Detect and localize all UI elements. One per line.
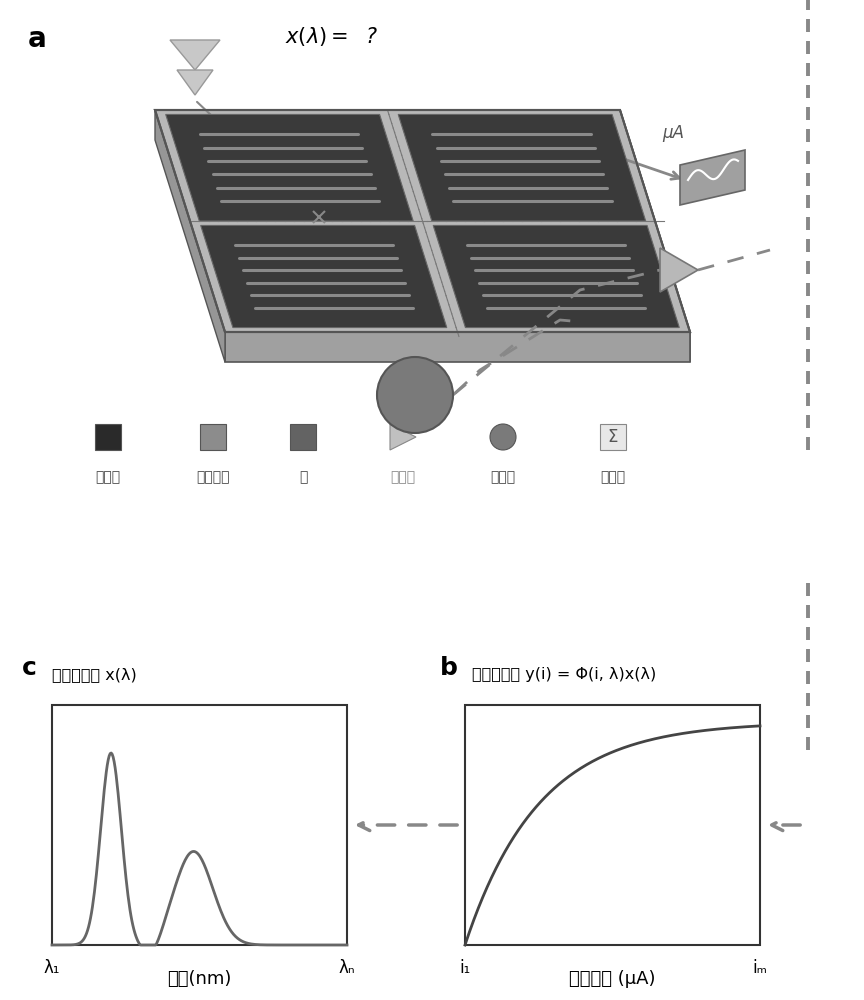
FancyBboxPatch shape: [95, 424, 121, 450]
FancyBboxPatch shape: [290, 424, 316, 450]
Text: 波长(nm): 波长(nm): [168, 970, 232, 988]
Polygon shape: [166, 114, 413, 221]
FancyBboxPatch shape: [200, 424, 226, 450]
FancyBboxPatch shape: [600, 424, 626, 450]
Text: b: b: [440, 656, 458, 680]
Polygon shape: [390, 424, 416, 450]
Text: 重构的光谱 x(λ): 重构的光谱 x(λ): [52, 667, 137, 682]
Text: Σ: Σ: [607, 428, 619, 446]
Text: a: a: [28, 25, 47, 53]
Bar: [52, 705, 347, 945]
Polygon shape: [155, 110, 225, 362]
Text: 测量计数率 y(i) = Φ(i, λ)x(λ): 测量计数率 y(i) = Φ(i, λ)x(λ): [472, 667, 657, 682]
Bar: [465, 705, 760, 945]
Polygon shape: [660, 248, 698, 292]
Circle shape: [490, 424, 516, 450]
Text: 电流源: 电流源: [491, 470, 516, 484]
Polygon shape: [200, 225, 447, 328]
Polygon shape: [225, 332, 690, 362]
Text: 二氧化硅: 二氧化硅: [196, 470, 230, 484]
Polygon shape: [170, 40, 220, 70]
Polygon shape: [398, 114, 645, 221]
Text: 氮化铌: 氮化铌: [95, 470, 121, 484]
Text: c: c: [22, 656, 37, 680]
Text: 放大器: 放大器: [391, 470, 416, 484]
Polygon shape: [155, 110, 690, 332]
Text: 硅: 硅: [299, 470, 308, 484]
Text: λ₁: λ₁: [44, 959, 60, 977]
Polygon shape: [620, 110, 690, 362]
Text: iₘ: iₘ: [753, 959, 767, 977]
Text: i₁: i₁: [460, 959, 471, 977]
Text: 计数器: 计数器: [600, 470, 626, 484]
Circle shape: [377, 357, 453, 433]
Text: $x(\lambda)=$  ?: $x(\lambda)=$ ?: [285, 25, 378, 48]
Text: λₙ: λₙ: [339, 959, 355, 977]
Text: μA: μA: [662, 124, 684, 142]
Text: 偏置电流 (μA): 偏置电流 (μA): [569, 970, 656, 988]
Polygon shape: [177, 70, 213, 95]
Polygon shape: [433, 225, 679, 328]
Polygon shape: [680, 150, 745, 205]
